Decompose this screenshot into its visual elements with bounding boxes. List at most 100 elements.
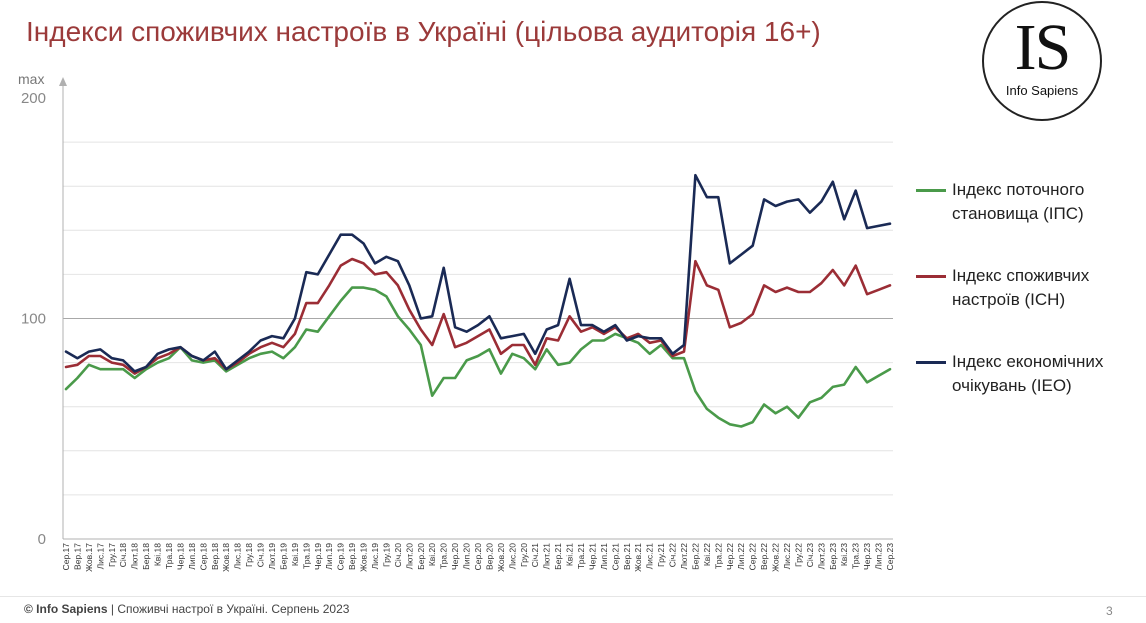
tick-labels: max 0 100 200 Сер.17 Вер.17 Жов.17 Лис.17 Гру.17… bbox=[18, 71, 895, 572]
x-tick-label: Лют.20 bbox=[404, 543, 414, 570]
x-tick-label: Лип.21 bbox=[599, 543, 609, 570]
x-tick-label: Вер.21 bbox=[622, 543, 632, 570]
x-tick-label: Жов.19 bbox=[359, 543, 369, 572]
x-tick-label: Бер.18 bbox=[141, 543, 151, 570]
x-tick-label: Лис.20 bbox=[507, 543, 517, 570]
page-title: Індекси споживчих настроїв в Україні (ці… bbox=[26, 16, 821, 47]
x-tick-label: Лис.22 bbox=[782, 543, 792, 570]
y-tick-label: 200 bbox=[21, 90, 46, 107]
x-tick-label: Вер.19 bbox=[347, 543, 357, 570]
x-tick-label: Тра.23 bbox=[851, 543, 861, 569]
x-tick-label: Жов.21 bbox=[633, 543, 643, 572]
x-tick-label: Вер.20 bbox=[484, 543, 494, 570]
x-tick-label: Чер.22 bbox=[725, 543, 735, 570]
x-tick-label: Лип.23 bbox=[874, 543, 884, 570]
x-tick-label: Гру.20 bbox=[519, 543, 529, 567]
x-tick-label: Чер.19 bbox=[313, 543, 323, 570]
y-axis-label: max bbox=[18, 71, 44, 87]
x-tick-label: Лис.17 bbox=[95, 543, 105, 570]
x-tick-label: Лют.22 bbox=[679, 543, 689, 570]
x-tick-label: Вер.17 bbox=[72, 543, 82, 570]
page-number: 3 bbox=[1106, 604, 1113, 618]
logo-name: Info Sapiens bbox=[1005, 83, 1079, 98]
footer-text: | Споживчі настрої в Україні. Серпень 20… bbox=[107, 602, 350, 616]
series-lines bbox=[64, 173, 892, 428]
footer-brand: © Info Sapiens bbox=[24, 602, 108, 616]
x-tick-label: Кві.23 bbox=[839, 543, 849, 566]
x-tick-label: Гру.22 bbox=[793, 543, 803, 567]
y-tick-label: 0 bbox=[38, 531, 46, 548]
x-tick-label: Жов.20 bbox=[496, 543, 506, 572]
x-tick-label: Тра.20 bbox=[439, 543, 449, 569]
x-tick-label: Кві.18 bbox=[153, 543, 163, 566]
footer-divider bbox=[0, 596, 1146, 597]
x-tick-label: Січ.21 bbox=[530, 543, 540, 568]
x-tick-label: Лют.23 bbox=[816, 543, 826, 570]
x-tick-label: Лют.18 bbox=[130, 543, 140, 570]
x-tick-label: Лис.21 bbox=[645, 543, 655, 570]
x-tick-label: Вер.22 bbox=[759, 543, 769, 570]
x-tick-label: Тра.19 bbox=[301, 543, 311, 569]
x-tick-label: Чер.18 bbox=[175, 543, 185, 570]
x-tick-label: Гру.19 bbox=[381, 543, 391, 567]
x-tick-label: Січ.18 bbox=[118, 543, 128, 568]
x-tick-label: Тра.21 bbox=[576, 543, 586, 569]
x-tick-label: Жов.22 bbox=[771, 543, 781, 572]
x-tick-label: Кві.21 bbox=[565, 543, 575, 566]
legend-swatch-ips bbox=[916, 189, 946, 192]
x-tick-label: Лют.19 bbox=[267, 543, 277, 570]
x-tick-label: Лют.21 bbox=[542, 543, 552, 570]
x-tick-label: Жов.17 bbox=[84, 543, 94, 572]
x-tick-label: Січ.22 bbox=[668, 543, 678, 568]
x-tick-label: Бер.21 bbox=[553, 543, 563, 570]
x-tick-label: Лис.19 bbox=[370, 543, 380, 570]
x-tick-label: Лип.22 bbox=[736, 543, 746, 570]
x-tick-label: Сер.19 bbox=[336, 543, 346, 571]
x-tick-label: Кві.22 bbox=[702, 543, 712, 566]
y-tick-label: 100 bbox=[21, 311, 46, 328]
legend-label-isn: Індекс споживчих настроїв (ІСН) bbox=[952, 266, 1090, 309]
x-tick-label: Гру.21 bbox=[656, 543, 666, 567]
x-tick-label: Лип.20 bbox=[462, 543, 472, 570]
x-tick-label: Лис.18 bbox=[233, 543, 243, 570]
x-tick-label: Чер.21 bbox=[587, 543, 597, 570]
series-line-ips bbox=[64, 286, 892, 428]
x-tick-label: Лип.19 bbox=[324, 543, 334, 570]
y-axis-arrow bbox=[59, 77, 67, 86]
x-tick-label: Вер.18 bbox=[210, 543, 220, 570]
x-tick-label: Січ.19 bbox=[256, 543, 266, 568]
x-tick-label: Січ.20 bbox=[393, 543, 403, 568]
x-tick-label: Бер.20 bbox=[416, 543, 426, 570]
x-tick-label: Січ.23 bbox=[805, 543, 815, 568]
footer: © Info Sapiens | Споживчі настрої в Укра… bbox=[24, 602, 349, 616]
x-tick-label: Чер.20 bbox=[450, 543, 460, 570]
legend-label-ips: Індекс поточного становища (ІПС) bbox=[952, 180, 1085, 223]
series-line-ieo bbox=[64, 173, 892, 373]
x-tick-label: Сер.23 bbox=[885, 543, 895, 571]
x-tick-label: Сер.20 bbox=[473, 543, 483, 571]
x-tick-label: Гру.17 bbox=[107, 543, 117, 567]
x-tick-label: Кві.19 bbox=[290, 543, 300, 566]
x-tick-label: Бер.22 bbox=[690, 543, 700, 570]
x-tick-label: Тра.22 bbox=[713, 543, 723, 569]
legend-swatch-ieo bbox=[916, 361, 946, 364]
x-tick-label: Тра.18 bbox=[164, 543, 174, 569]
x-tick-label: Лип.18 bbox=[187, 543, 197, 570]
legend-swatch-isn bbox=[916, 275, 946, 278]
x-tick-label: Чер.23 bbox=[862, 543, 872, 570]
x-tick-label: Бер.19 bbox=[278, 543, 288, 570]
x-tick-label: Кві.20 bbox=[427, 543, 437, 566]
x-tick-label: Сер.22 bbox=[748, 543, 758, 571]
info-sapiens-logo: IS Info Sapiens bbox=[982, 1, 1102, 121]
x-tick-label: Гру.18 bbox=[244, 543, 254, 567]
grid-lines bbox=[63, 141, 893, 496]
line-chart: max 0 100 200 Сер.17 Вер.17 Жов.17 Лис.17 Гру.17… bbox=[18, 71, 895, 572]
legend-label-ieo: Індекс економічних очікувань (ІЕО) bbox=[952, 352, 1104, 395]
x-tick-label: Бер.23 bbox=[828, 543, 838, 570]
x-tick-label: Сер.21 bbox=[610, 543, 620, 571]
axes bbox=[59, 77, 893, 540]
x-tick-label: Жов.18 bbox=[221, 543, 231, 572]
logo-mark: IS bbox=[1014, 11, 1072, 84]
x-tick-label: Сер.17 bbox=[61, 543, 71, 571]
x-tick-label: Сер.18 bbox=[198, 543, 208, 571]
